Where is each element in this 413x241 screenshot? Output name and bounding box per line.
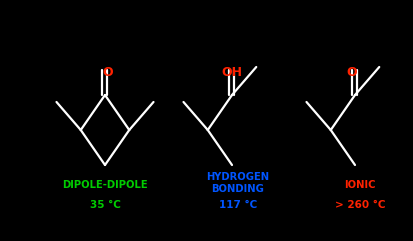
Text: 117 °C: 117 °C xyxy=(218,200,256,210)
Text: OH: OH xyxy=(221,66,242,79)
Text: O: O xyxy=(346,66,356,79)
Text: O: O xyxy=(102,66,113,79)
Text: 35 °C: 35 °C xyxy=(89,200,120,210)
Text: DIPOLE-DIPOLE: DIPOLE-DIPOLE xyxy=(62,180,147,190)
Text: > 260 °C: > 260 °C xyxy=(334,200,385,210)
Text: HYDROGEN
BONDING: HYDROGEN BONDING xyxy=(206,172,269,194)
Text: IONIC: IONIC xyxy=(344,180,375,190)
